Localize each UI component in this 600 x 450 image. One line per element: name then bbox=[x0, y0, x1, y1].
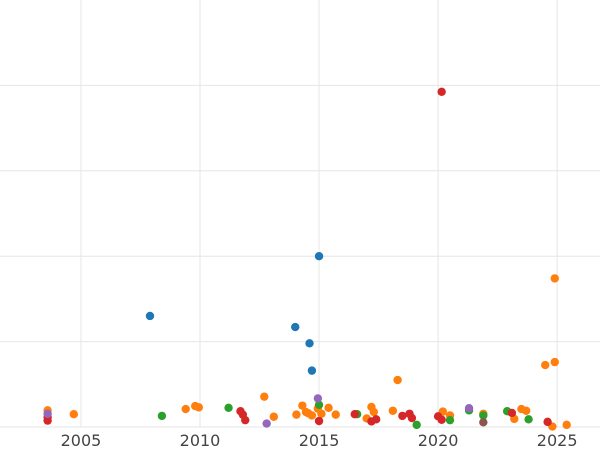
data-point-series-1 bbox=[369, 407, 379, 417]
x-axis-ticks: 2005 2010 2015 2020 2025 bbox=[61, 431, 578, 450]
data-points bbox=[43, 87, 571, 431]
data-point-series-1 bbox=[260, 392, 269, 401]
x-tick-label: 2015 bbox=[299, 431, 340, 450]
data-point-series-1 bbox=[550, 274, 559, 283]
data-point-series-4 bbox=[313, 394, 323, 403]
data-point-series-4 bbox=[43, 409, 52, 418]
x-tick-label: 2020 bbox=[418, 431, 459, 450]
data-point-series-0 bbox=[307, 366, 317, 375]
data-point-series-3 bbox=[398, 411, 407, 421]
data-point-series-2 bbox=[412, 420, 421, 430]
data-point-series-2 bbox=[224, 403, 233, 412]
data-point-series-1 bbox=[562, 420, 571, 430]
x-tick-label: 2025 bbox=[537, 431, 578, 450]
data-point-series-1 bbox=[388, 406, 398, 415]
data-point-series-4 bbox=[464, 404, 474, 413]
gridlines bbox=[0, 0, 600, 428]
data-point-series-3 bbox=[543, 417, 552, 427]
data-point-series-1 bbox=[194, 403, 204, 412]
data-point-series-1 bbox=[521, 406, 531, 415]
data-point-series-2 bbox=[445, 415, 455, 425]
data-point-series-3 bbox=[371, 415, 381, 424]
data-point-series-4 bbox=[262, 419, 271, 428]
data-point-series-1 bbox=[324, 403, 333, 412]
data-point-series-3 bbox=[241, 415, 250, 425]
data-point-series-2 bbox=[524, 415, 533, 424]
data-point-series-2 bbox=[314, 400, 324, 409]
data-point-series-1 bbox=[181, 404, 190, 414]
data-point-series-1 bbox=[550, 357, 559, 367]
data-point-series-2 bbox=[157, 411, 167, 421]
data-point-series-0 bbox=[314, 252, 324, 261]
data-point-series-1 bbox=[331, 410, 340, 419]
data-point-series-3 bbox=[507, 408, 517, 418]
data-point-series-0 bbox=[305, 339, 314, 348]
data-point-series-3 bbox=[350, 409, 359, 419]
data-point-series-1 bbox=[541, 360, 550, 370]
data-point-series-0 bbox=[291, 322, 300, 332]
data-point-series-1 bbox=[317, 409, 326, 418]
data-point-series-3 bbox=[43, 416, 52, 425]
data-point-series-1 bbox=[292, 410, 301, 419]
data-point-series-0 bbox=[145, 311, 155, 321]
data-point-series-1 bbox=[393, 375, 402, 385]
data-point-series-3 bbox=[437, 415, 446, 424]
data-point-series-2 bbox=[479, 411, 488, 420]
data-point-series-1 bbox=[269, 412, 279, 421]
data-point-series-3 bbox=[314, 416, 324, 426]
data-point-series-1 bbox=[69, 409, 79, 419]
data-point-series-3 bbox=[407, 413, 417, 423]
data-point-series-1 bbox=[307, 411, 317, 420]
data-point-series-1 bbox=[298, 401, 307, 410]
data-point-series-3 bbox=[437, 87, 446, 97]
data-point-series-5 bbox=[479, 418, 488, 427]
x-tick-label: 2005 bbox=[61, 431, 102, 450]
x-tick-label: 2010 bbox=[180, 431, 221, 450]
